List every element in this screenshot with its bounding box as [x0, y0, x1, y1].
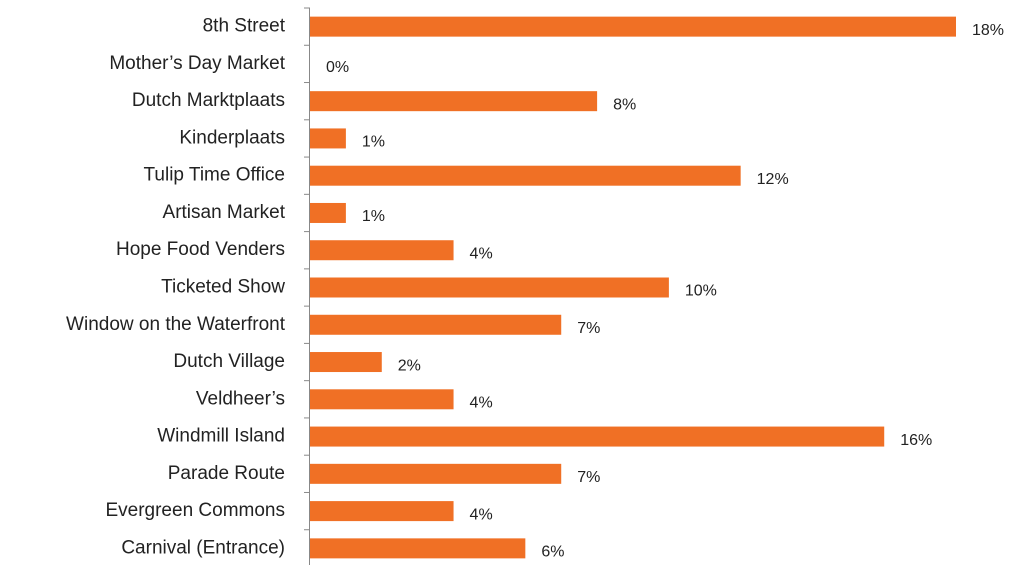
- category-label: Ticketed Show: [161, 277, 285, 298]
- bar: [310, 426, 885, 447]
- bar: [310, 389, 454, 410]
- data-label: 18%: [972, 22, 1004, 39]
- category-label: Hope Food Venders: [116, 239, 285, 260]
- data-label: 16%: [900, 432, 932, 449]
- category-label: Window on the Waterfront: [66, 314, 286, 335]
- category-label: Tulip Time Office: [144, 165, 286, 186]
- data-label: 6%: [541, 544, 564, 561]
- category-label: Dutch Marktplaats: [132, 90, 285, 111]
- data-label: 7%: [577, 320, 600, 337]
- data-label: 4%: [470, 245, 493, 262]
- category-label: 8th Street: [203, 16, 286, 37]
- data-label: 4%: [470, 395, 493, 412]
- bar: [310, 501, 454, 522]
- data-label: 7%: [577, 469, 600, 486]
- category-label: Evergreen Commons: [105, 500, 285, 521]
- data-label: 1%: [362, 134, 385, 151]
- category-label: Dutch Village: [173, 351, 285, 372]
- category-label: Veldheer’s: [196, 388, 285, 409]
- bar: [310, 277, 669, 298]
- category-label: Mother’s Day Market: [109, 53, 285, 74]
- category-label: Carnival (Entrance): [121, 537, 285, 558]
- data-label: 4%: [470, 506, 493, 523]
- data-label: 2%: [398, 357, 421, 374]
- bar: [310, 202, 346, 223]
- category-label: Windmill Island: [157, 426, 285, 447]
- data-label: 10%: [685, 283, 717, 300]
- bar: [310, 240, 454, 261]
- data-label: 8%: [613, 96, 636, 113]
- bar: [310, 91, 598, 112]
- bar: [310, 128, 346, 149]
- data-label: 12%: [757, 171, 789, 188]
- bar: [310, 538, 526, 559]
- bar: [310, 314, 562, 335]
- bar: [310, 352, 382, 373]
- bar: [310, 16, 956, 37]
- data-label: 0%: [326, 59, 349, 76]
- data-label: 1%: [362, 208, 385, 225]
- category-label: Parade Route: [168, 463, 285, 484]
- bar: [310, 165, 741, 186]
- category-label: Artisan Market: [163, 202, 286, 223]
- bar: [310, 463, 562, 484]
- category-label: Kinderplaats: [179, 127, 285, 148]
